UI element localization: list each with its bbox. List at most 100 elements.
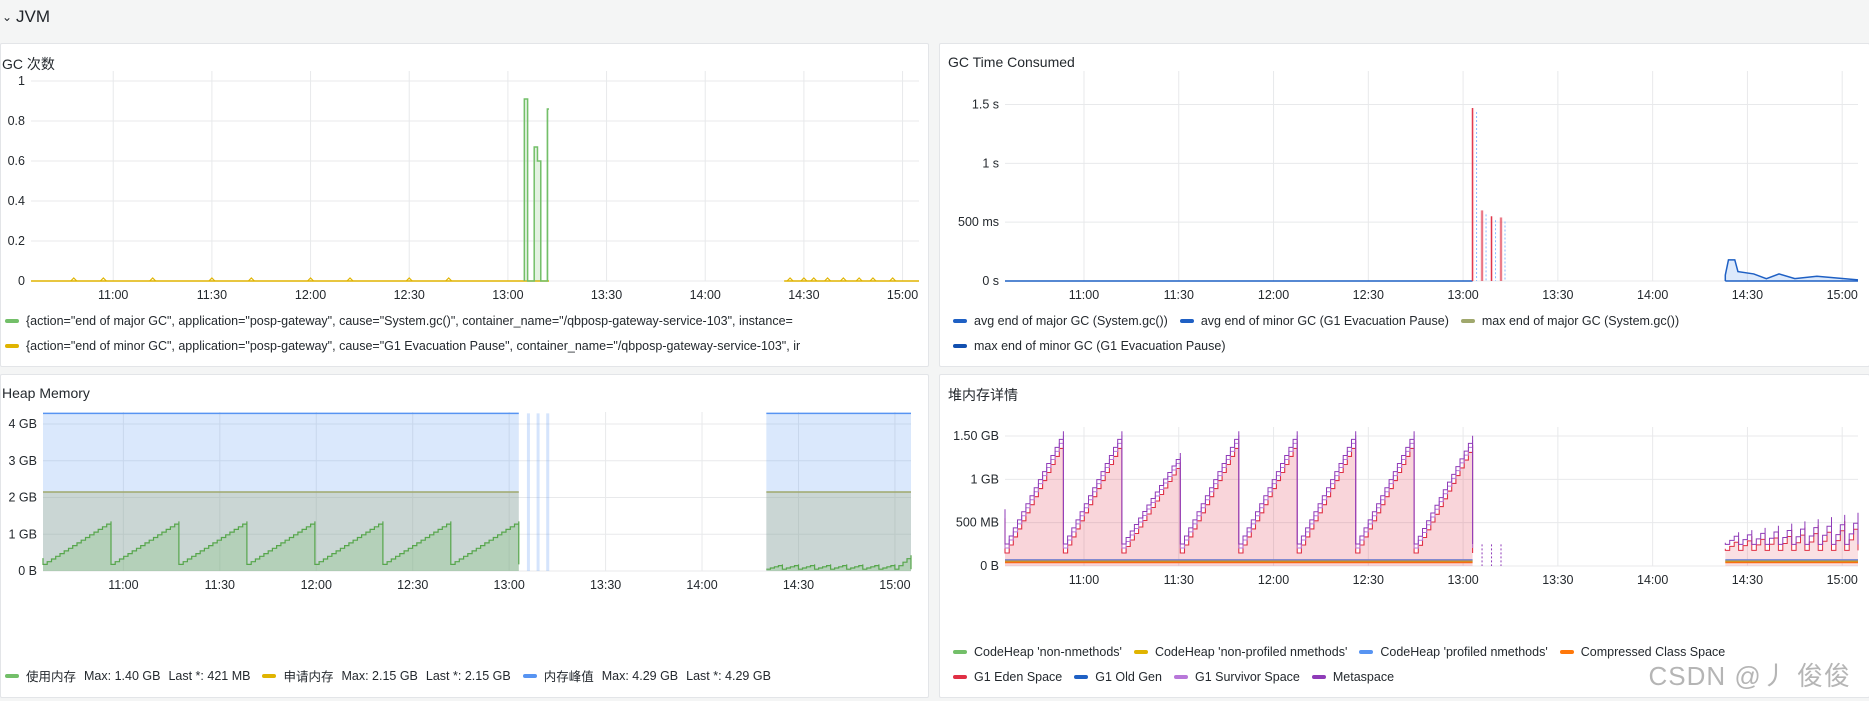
panel-title: 堆内存详情	[948, 387, 1018, 403]
legend-swatch	[262, 673, 277, 678]
legend-swatch	[953, 343, 967, 348]
legend-item-committed-memory[interactable]: 申请内存 Max: 2.15 GB Last *: 2.15 GB	[262, 666, 511, 685]
legend-item-peak-memory[interactable]: 内存峰值 Max: 4.29 GB Last *: 4.29 GB	[522, 666, 771, 685]
row-header-jvm[interactable]: ⌄ JVM	[0, 0, 1869, 34]
y-tick-label: 0 B	[18, 564, 37, 578]
legend-swatch	[1460, 318, 1475, 323]
legend-swatch	[953, 674, 967, 679]
legend-item-codeheap-non-nmethods[interactable]: CodeHeap 'non-nmethods'	[953, 645, 1122, 659]
x-tick-label: 15:00	[1827, 288, 1858, 302]
minor-gc-blip	[889, 277, 897, 282]
y-tick-label: 500 MB	[956, 516, 999, 530]
x-tick-label: 11:30	[1164, 288, 1194, 302]
panel-title: GC Time Consumed	[948, 54, 1075, 70]
x-tick-label: 12:30	[1353, 288, 1384, 302]
legend-item-minor-gc[interactable]: {action="end of minor GC", application="…	[5, 333, 928, 358]
legend-max: Max: 1.40 GB	[84, 668, 161, 683]
chevron-down-icon[interactable]: ⌄	[2, 10, 13, 24]
x-tick-label: 13:00	[492, 288, 523, 302]
x-tick-label: 14:30	[788, 288, 819, 302]
x-tick-label: 11:00	[108, 578, 138, 592]
x-tick-label: 13:30	[590, 578, 621, 592]
y-tick-label: 0.8	[8, 114, 25, 128]
x-tick-label: 12:30	[394, 288, 425, 302]
legend-label: 内存峰值	[543, 670, 594, 684]
legend-item-max-major[interactable]: max end of major GC (System.gc())	[1460, 314, 1679, 328]
minor-gc-blip	[869, 277, 877, 282]
legend-item-max-minor[interactable]: max end of minor GC (G1 Evacuation Pause…	[953, 339, 1226, 353]
minor-gc-blip	[786, 277, 794, 282]
x-tick-label: 11:30	[205, 578, 235, 592]
legend-item-g1-survivor[interactable]: G1 Survivor Space	[1173, 669, 1300, 684]
minor-gc-blip	[346, 277, 354, 282]
used-memory-line	[766, 555, 912, 570]
legend-label: G1 Eden Space	[974, 669, 1063, 684]
legend-swatch	[522, 673, 537, 678]
y-tick-label: 0 s	[982, 274, 999, 288]
legend-label: {action="end of minor GC", application="…	[26, 338, 801, 353]
x-tick-label: 12:00	[295, 288, 326, 302]
minor-gc-blip	[800, 277, 808, 282]
metaspace-line	[1724, 512, 1859, 545]
legend-label: CodeHeap 'profiled nmethods'	[1380, 644, 1548, 659]
used-memory-line	[42, 521, 520, 565]
x-tick-label: 11:30	[1164, 573, 1194, 587]
y-tick-label: 2 GB	[9, 491, 38, 505]
x-tick-label: 13:00	[494, 578, 525, 592]
legend-label: {action="end of major GC", application="…	[26, 313, 793, 328]
y-tick-label: 1 GB	[971, 472, 1000, 486]
legend-item-metaspace[interactable]: Metaspace	[1311, 670, 1394, 684]
legend-label: CodeHeap 'non-profiled nmethods'	[1154, 644, 1348, 659]
x-tick-label: 14:30	[1732, 573, 1763, 587]
legend-max: Max: 4.29 GB	[601, 668, 679, 683]
minor-gc-blip	[810, 277, 818, 282]
legend-item-used-memory[interactable]: 使用内存 Max: 1.40 GB Last *: 421 MB	[5, 666, 250, 685]
y-tick-label: 1.50 GB	[953, 429, 999, 443]
legend-item-avg-major[interactable]: avg end of major GC (System.gc())	[953, 314, 1168, 328]
legend-item-g1-old-gen[interactable]: G1 Old Gen	[1074, 670, 1162, 684]
legend-item-codeheap-profiled[interactable]: CodeHeap 'profiled nmethods'	[1359, 644, 1548, 659]
legend-swatch	[1133, 649, 1148, 654]
legend-label: 申请内存	[283, 670, 334, 684]
legend-last: Last *: 421 MB	[168, 668, 251, 683]
legend-max: Max: 2.15 GB	[341, 668, 418, 683]
legend-item-codeheap-non-profiled[interactable]: CodeHeap 'non-profiled nmethods'	[1133, 644, 1348, 659]
legend-swatch	[1173, 674, 1188, 679]
y-tick-label: 0.4	[8, 194, 25, 208]
panel-gc-count: GC 次数 0 0.2 0.4 0.6 0.8 1 11:00 11:30 12:00 12:30…	[0, 43, 929, 367]
legend-item-avg-minor[interactable]: avg end of minor GC (G1 Evacuation Pause…	[1179, 314, 1449, 328]
panel-heap-memory: Heap Memory 0 B 1 GB 2 GB 3 GB 4 GB 11:00 11:3…	[0, 374, 929, 698]
minor-gc-blip	[99, 277, 107, 282]
x-tick-label: 12:00	[1258, 288, 1289, 302]
committed-memory-area	[43, 491, 519, 571]
panel-heap-detail: 堆内存详情 0 B 500 MB 1 GB 1.50 GB 11:00 11:30 12:0…	[939, 374, 1869, 698]
x-tick-label: 15:00	[879, 578, 910, 592]
legend-label: G1 Survivor Space	[1194, 669, 1300, 684]
legend-swatch	[5, 343, 19, 348]
x-tick-label: 12:30	[397, 578, 428, 592]
legend-swatch	[1359, 649, 1374, 654]
minor-gc-blip	[839, 277, 847, 282]
watermark: CSDN @丿 俊俊	[1648, 661, 1851, 691]
legend-label: 使用内存	[26, 670, 77, 684]
y-tick-label: 0.2	[8, 234, 25, 248]
legend-last: Last *: 2.15 GB	[425, 668, 511, 683]
legend-swatch	[953, 318, 967, 323]
row-title: JVM	[16, 7, 50, 26]
x-tick-label: 11:00	[1069, 573, 1099, 587]
legend-swatch	[5, 318, 19, 323]
x-tick-label: 13:00	[1447, 288, 1478, 302]
x-tick-label: 14:00	[1637, 288, 1668, 302]
x-tick-label: 15:00	[1827, 573, 1858, 587]
legend-item-g1-eden[interactable]: G1 Eden Space	[953, 670, 1062, 684]
legend-last: Last *: 4.29 GB	[686, 668, 771, 683]
minor-gc-blip	[824, 277, 831, 282]
legend-item-major-gc[interactable]: {action="end of major GC", application="…	[5, 308, 928, 333]
minor-gc-blip	[247, 277, 255, 282]
legend-item-compressed-class[interactable]: Compressed Class Space	[1559, 645, 1725, 659]
minor-gc-blip	[70, 277, 78, 282]
legend-swatch	[1311, 674, 1326, 679]
series-avg-minor-line	[1724, 259, 1859, 281]
legend-swatch	[953, 649, 967, 654]
committed-memory-area	[766, 491, 911, 571]
